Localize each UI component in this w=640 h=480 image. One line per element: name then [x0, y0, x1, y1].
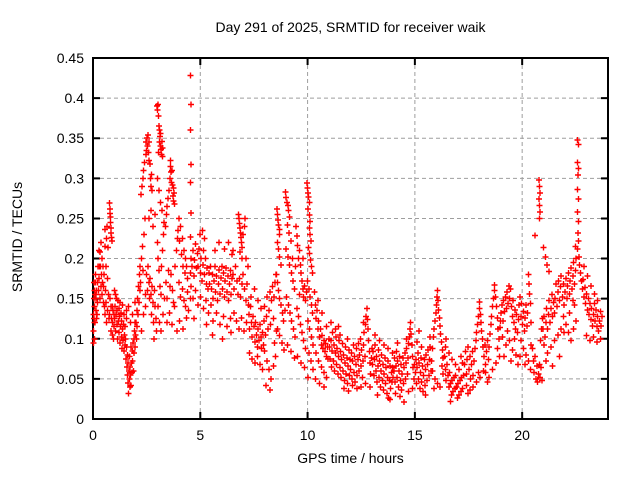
x-tick-label: 5	[196, 427, 204, 443]
plot-border	[92, 57, 609, 420]
x-tick-label: 15	[407, 427, 423, 443]
y-tick-label: 0.25	[57, 210, 84, 226]
y-tick-label: 0.05	[57, 371, 84, 387]
x-axis-label: GPS time / hours	[297, 450, 404, 466]
y-tick-label: 0.15	[57, 291, 84, 307]
y-tick-label: 0.3	[65, 170, 85, 186]
chart-title: Day 291 of 2025, SRMTID for receiver wai…	[215, 19, 486, 35]
x-tick-label: 10	[300, 427, 316, 443]
x-tick-label: 0	[89, 427, 97, 443]
y-tick-label: 0.35	[57, 130, 84, 146]
y-tick-label: 0.45	[57, 50, 84, 66]
scatter-points	[90, 72, 605, 405]
y-tick-label: 0.2	[65, 251, 85, 267]
x-tick-label: 20	[514, 427, 530, 443]
y-tick-label: 0.1	[65, 331, 85, 347]
y-tick-label: 0	[76, 411, 84, 427]
y-tick-label: 0.4	[65, 90, 85, 106]
axis-ticks	[92, 57, 608, 420]
